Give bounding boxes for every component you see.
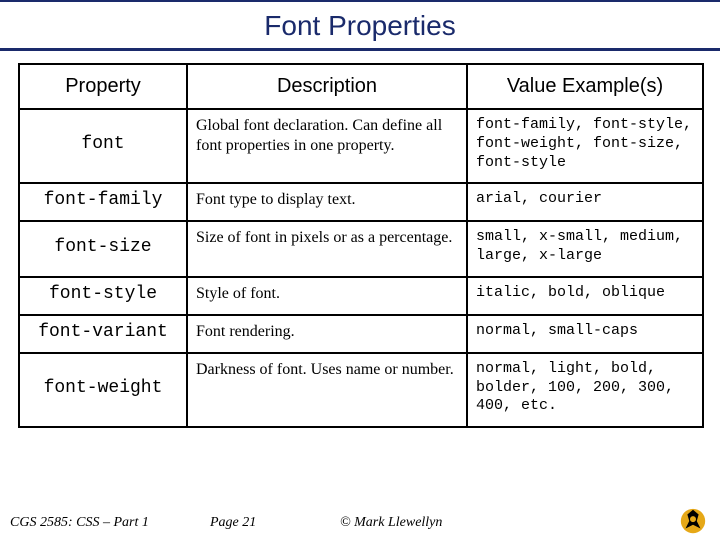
property-cell: font-family [19, 183, 187, 221]
description-cell: Style of font. [187, 277, 467, 315]
top-rule [0, 0, 720, 2]
property-cell: font-size [19, 221, 187, 277]
table-row: font-size Size of font in pixels or as a… [19, 221, 703, 277]
property-cell: font-style [19, 277, 187, 315]
description-cell: Darkness of font. Uses name or number. [187, 353, 467, 427]
table-row: font-family Font type to display text. a… [19, 183, 703, 221]
ucf-logo-icon [678, 506, 708, 536]
table-header-row: Property Description Value Example(s) [19, 64, 703, 109]
header-value: Value Example(s) [467, 64, 703, 109]
table-row: font-variant Font rendering. normal, sma… [19, 315, 703, 353]
table-row: font-style Style of font. italic, bold, … [19, 277, 703, 315]
footer-copyright: © Mark Llewellyn [340, 515, 442, 531]
description-cell: Size of font in pixels or as a percentag… [187, 221, 467, 277]
description-cell: Font type to display text. [187, 183, 467, 221]
value-cell: font-family, font-style, font-weight, fo… [467, 109, 703, 183]
title-underline [0, 48, 720, 51]
description-cell: Font rendering. [187, 315, 467, 353]
table-row: font Global font declaration. Can define… [19, 109, 703, 183]
value-cell: normal, small-caps [467, 315, 703, 353]
description-cell: Global font declaration. Can define all … [187, 109, 467, 183]
property-cell: font-variant [19, 315, 187, 353]
property-cell: font-weight [19, 353, 187, 427]
footer-course: CGS 2585: CSS – Part 1 [10, 515, 149, 531]
value-cell: small, x-small, medium, large, x-large [467, 221, 703, 277]
value-cell: arial, courier [467, 183, 703, 221]
font-properties-table: Property Description Value Example(s) fo… [18, 63, 704, 428]
value-cell: normal, light, bold, bolder, 100, 200, 3… [467, 353, 703, 427]
property-cell: font [19, 109, 187, 183]
table-row: font-weight Darkness of font. Uses name … [19, 353, 703, 427]
page-title: Font Properties [0, 0, 720, 48]
header-property: Property [19, 64, 187, 109]
header-description: Description [187, 64, 467, 109]
footer-page: Page 21 [210, 515, 256, 531]
value-cell: italic, bold, oblique [467, 277, 703, 315]
footer: CGS 2585: CSS – Part 1 Page 21 © Mark Ll… [0, 506, 720, 540]
